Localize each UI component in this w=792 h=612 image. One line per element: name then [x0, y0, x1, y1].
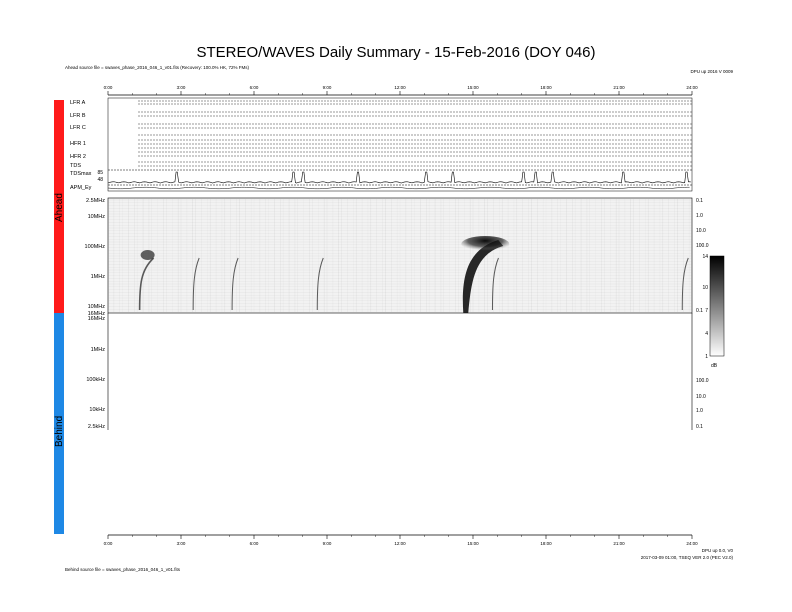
right-scale-label: 10.0	[696, 228, 706, 234]
bottom-tick-label: 0:00	[104, 541, 113, 546]
frequency-label: 1MHz	[91, 347, 106, 353]
colorbar-tick-label: 1	[705, 354, 708, 360]
bottom-tick-label: 18:00	[540, 541, 552, 546]
frequency-label: 16MHz	[88, 311, 106, 317]
right-scale-label: 10.0	[696, 394, 706, 400]
top-tick-label: 9:00	[323, 85, 332, 90]
ahead-spectrogram	[107, 197, 693, 314]
frequency-label: 1MHz	[91, 274, 106, 280]
top-tick-label: 24:00	[686, 85, 698, 90]
radio-burst	[192, 257, 200, 311]
ahead-right-scale: 0.1 1.0 10.0 100.0 0.1	[696, 198, 709, 314]
radio-burst	[231, 257, 239, 311]
hk-panel-label: LFR A	[70, 100, 86, 106]
colorbar-tick-label: 4	[705, 331, 708, 337]
hk-panel-label: APM_Ey	[70, 185, 92, 191]
frequency-label: 10MHz	[88, 214, 106, 220]
bottom-tick-label: 12:00	[394, 541, 406, 546]
colorbar-tick-label: 10	[702, 285, 708, 291]
colorbar	[709, 255, 725, 357]
top-right-note: DPU up 2016 V 0009	[690, 69, 733, 74]
behind-source-note: Behind source file = swaves_phase_2016_0…	[65, 567, 181, 572]
ahead-bar	[54, 100, 64, 313]
right-scale-label: 0.1	[696, 424, 703, 430]
hk-panel-label: LFR C	[70, 125, 86, 131]
hk-panel-label: TDS	[70, 163, 81, 169]
bottom-tick-label: 9:00	[323, 541, 332, 546]
frequency-label: 2.5MHz	[86, 198, 105, 204]
bottom-time-ticks: 0:00 3:00 6:00 9:00 12:00 15:00 18:00 21:00 24:0…	[104, 535, 698, 546]
hk-panel-label: LFR B	[70, 113, 86, 119]
top-tick-label: 0:00	[104, 85, 113, 90]
frequency-label: 10MHz	[88, 304, 106, 310]
tds-value-b: 48	[97, 177, 103, 183]
hk-panel: LFR A LFR B LFR C HFR 1 HFR 2 TDS TDSmax APM_Ey	[70, 97, 693, 192]
ahead-label: Ahead	[54, 193, 65, 222]
frequency-label: 16MHz	[88, 316, 106, 322]
radio-burst	[316, 257, 324, 311]
right-scale-label: 1.0	[696, 213, 703, 219]
right-scale-label: 1.0	[696, 408, 703, 414]
top-tick-label: 18:00	[540, 85, 552, 90]
ahead-source-note: Ahead source file = swaves_phase_2016_04…	[65, 65, 249, 70]
bottom-tick-label: 3:00	[177, 541, 186, 546]
hk-panel-label: HFR 2	[70, 154, 86, 160]
right-scale-label: 100.0	[696, 378, 709, 384]
bottom-tick-label: 24:00	[686, 541, 698, 546]
top-time-ticks: 0:00 3:00 6:00 9:00 12:00 15:00 18:00 21:00 24:0…	[104, 85, 698, 95]
frequency-label: 2.5kHz	[88, 424, 105, 430]
right-scale-label: 0.1	[696, 198, 703, 204]
top-tick-label: 3:00	[177, 85, 186, 90]
behind-bar	[54, 313, 64, 534]
frequency-label: 10kHz	[89, 407, 105, 413]
hk-panel-label: TDSmax	[70, 171, 92, 177]
radio-burst	[491, 257, 499, 311]
bottom-right-note-2: 2017-03-09 01:00, TSEQ VER 2.0 (PEC V2.0…	[641, 555, 734, 560]
bottom-right-note-1: DPU up 0.0, V0	[702, 548, 734, 553]
bottom-tick-label: 21:00	[613, 541, 625, 546]
frequency-label: 100MHz	[85, 244, 106, 250]
bottom-tick-label: 6:00	[250, 541, 259, 546]
chart-title: STEREO/WAVES Daily Summary - 15-Feb-2016…	[196, 44, 595, 61]
colorbar-tick-label: 7	[705, 308, 708, 314]
behind-label: Behind	[54, 416, 65, 447]
radio-burst-glow	[461, 236, 510, 252]
top-tick-label: 21:00	[613, 85, 625, 90]
tdsmax-trace	[107, 171, 691, 184]
behind-right-scale: 100.0 10.0 1.0 0.1	[696, 378, 709, 430]
top-tick-label: 12:00	[394, 85, 406, 90]
radio-burst	[138, 257, 155, 311]
radio-burst-core	[140, 250, 155, 260]
top-tick-label: 6:00	[250, 85, 259, 90]
right-scale-label: 100.0	[696, 243, 709, 249]
right-scale-label: 0.1	[696, 308, 703, 314]
colorbar-tick-label: 14	[702, 254, 708, 260]
hk-panel-label: HFR 1	[70, 141, 86, 147]
colorbar-unit: dB	[711, 363, 718, 369]
frequency-label: 100kHz	[86, 377, 105, 383]
colorbar-ticks: 14 10 7 4 1	[702, 254, 708, 360]
bottom-tick-label: 15:00	[467, 541, 479, 546]
behind-frequency-labels: 16MHz 1MHz 100kHz 10kHz 2.5kHz	[86, 316, 105, 430]
top-tick-label: 15:00	[467, 85, 479, 90]
apm-ey-trace	[107, 186, 690, 190]
behind-panel	[107, 313, 693, 430]
radio-burst	[462, 240, 504, 313]
tds-value-a: 85	[97, 170, 103, 176]
radio-burst	[681, 257, 689, 311]
